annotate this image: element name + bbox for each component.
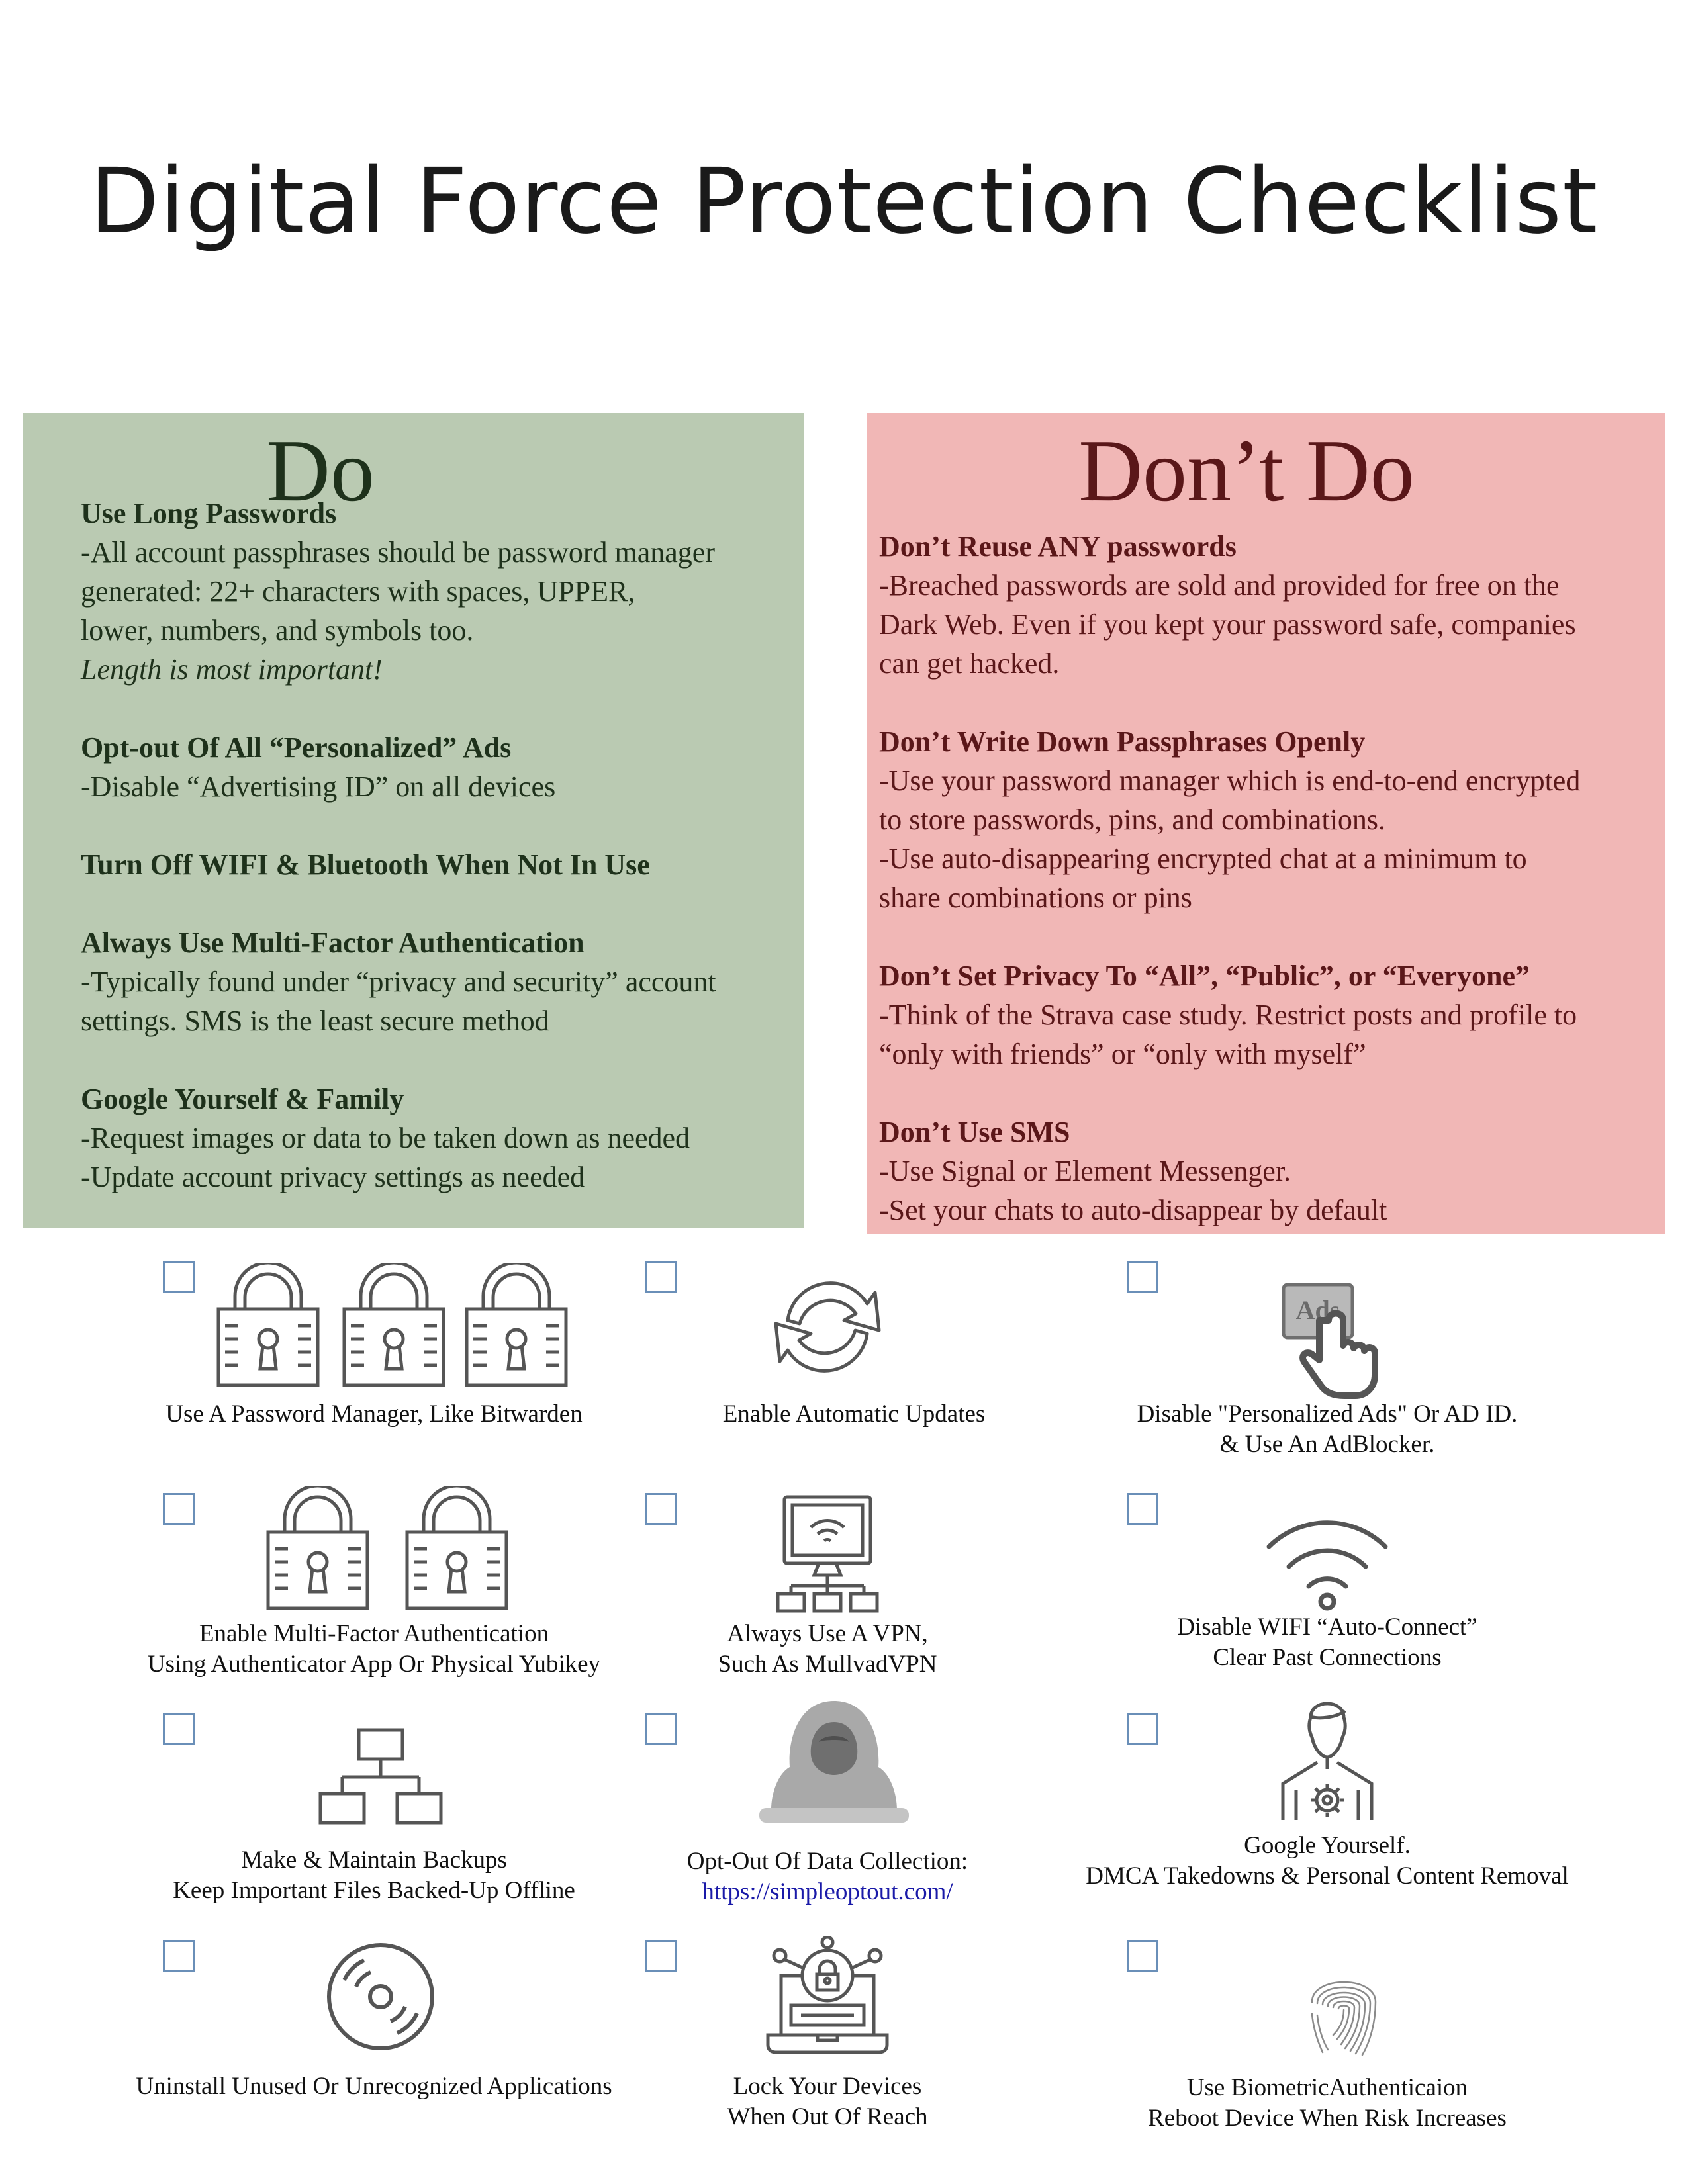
checkbox-mfa[interactable] <box>163 1493 195 1525</box>
do-panel: Do Use Long Passwords -All account passp… <box>23 413 804 1228</box>
dont-section-text: to store passwords, pins, and combinatio… <box>879 803 1386 836</box>
checkbox-password-manager[interactable] <box>163 1261 195 1293</box>
dont-heading: Don’t Do <box>1078 422 1415 520</box>
checkbox-lock-devices[interactable] <box>645 1940 677 1972</box>
page-title: Digital Force Protection Checklist <box>89 150 1599 254</box>
caption-lock-devices: Lock Your Devices When Out Of Reach <box>727 2073 928 2130</box>
dont-list: Don’t Reuse ANY passwords -Breached pass… <box>879 527 1660 1230</box>
dont-section-title: Don’t Set Privacy To “All”, “Public”, or… <box>879 960 1530 992</box>
caption-wifi: Disable WIFI “Auto-Connect” Clear Past C… <box>1177 1614 1477 1671</box>
dont-section-text: -Breached passwords are sold and provide… <box>879 569 1560 602</box>
dont-section-text: Dark Web. Even if you kept your password… <box>879 608 1576 641</box>
dont-section-text: -Use your password manager which is end-… <box>879 764 1581 797</box>
caption-opt-out: Opt-Out Of Data Collection: https://simp… <box>596 1846 1059 1907</box>
locked-laptop-icon <box>766 1936 889 2054</box>
dont-section-title: Don’t Reuse ANY passwords <box>879 530 1237 563</box>
hooded-hacker-icon <box>759 1701 909 1823</box>
disc-icon <box>327 1943 434 2050</box>
do-section-text: lower, numbers, and symbols too. <box>81 614 474 647</box>
do-list: Use Long Passwords -All account passphra… <box>81 494 796 1197</box>
caption-biometric: Use BiometricAuthenticaion Reboot Device… <box>1148 2074 1507 2132</box>
do-section-title: Google Yourself & Family <box>81 1083 404 1115</box>
dont-section-text: -Set your chats to auto-disappear by def… <box>879 1194 1387 1226</box>
refresh-arrows-icon <box>774 1281 881 1373</box>
ads-click-icon: Ads <box>1282 1283 1378 1399</box>
dont-section-text: -Use auto-disappearing encrypted chat at… <box>879 842 1527 875</box>
dont-section-text: -Use Signal or Element Messenger. <box>879 1155 1291 1187</box>
checkbox-opt-out[interactable] <box>645 1713 677 1745</box>
dont-section-text: “only with friends” or “only with myself… <box>879 1038 1366 1070</box>
checkbox-biometric[interactable] <box>1127 1940 1158 1972</box>
backup-tree-icon <box>318 1728 443 1825</box>
do-section-title: Use Long Passwords <box>81 497 337 529</box>
dont-section-title: Don’t Use SMS <box>879 1116 1070 1148</box>
caption-mfa: Enable Multi-Factor Authentication Using… <box>147 1620 601 1678</box>
do-section-title: Opt-out Of All “Personalized” Ads <box>81 731 512 764</box>
do-section-text: -All account passphrases should be passw… <box>81 536 715 569</box>
do-section-text: -Update account privacy settings as need… <box>81 1161 585 1193</box>
padlock-double-icon <box>266 1486 508 1610</box>
checkbox-backups[interactable] <box>163 1713 195 1745</box>
do-section-text: -Typically found under “privacy and secu… <box>81 966 716 998</box>
checkbox-auto-updates[interactable] <box>645 1261 677 1293</box>
caption-google-yourself: Google Yourself. DMCA Takedowns & Person… <box>1086 1832 1569 1889</box>
dont-panel: Don’t Do Don’t Reuse ANY passwords -Brea… <box>867 413 1665 1234</box>
checkbox-disable-ads[interactable] <box>1127 1261 1158 1293</box>
dont-section-text: -Think of the Strava case study. Restric… <box>879 999 1577 1031</box>
caption-backups: Make & Maintain Backups Keep Important F… <box>173 1846 575 1904</box>
padlock-triple-icon <box>216 1263 568 1387</box>
dont-section-title: Don’t Write Down Passphrases Openly <box>879 725 1366 758</box>
dont-section-text: share combinations or pins <box>879 882 1192 914</box>
do-section-title: Always Use Multi-Factor Authentication <box>81 927 585 959</box>
caption-vpn: Always Use A VPN, Such As MullvadVPN <box>718 1620 937 1678</box>
checkbox-google-yourself[interactable] <box>1127 1713 1158 1745</box>
do-heading: Do <box>266 422 375 520</box>
fingerprint-icon <box>1311 1981 1377 2056</box>
caption-uninstall-apps: Uninstall Unused Or Unrecognized Applica… <box>136 2073 612 2100</box>
do-section-text: -Disable “Advertising ID” on all devices <box>81 770 556 803</box>
do-section-text: settings. SMS is the least secure method <box>81 1005 549 1037</box>
caption-disable-ads: Disable "Personalized Ads" Or AD ID. & U… <box>1137 1400 1518 1458</box>
do-section-emphasis: Length is most important! <box>81 653 383 686</box>
vpn-network-icon <box>776 1495 879 1613</box>
checkbox-vpn[interactable] <box>645 1493 677 1525</box>
wifi-icon <box>1266 1520 1388 1611</box>
checkbox-wifi[interactable] <box>1127 1493 1158 1525</box>
do-section-text: generated: 22+ characters with spaces, U… <box>81 575 635 608</box>
user-gear-icon <box>1281 1702 1374 1820</box>
simpleoptout-link[interactable]: https://simpleoptout.com/ <box>702 1878 953 1905</box>
do-section-title: Turn Off WIFI & Bluetooth When Not In Us… <box>81 848 650 881</box>
dont-section-text: can get hacked. <box>879 647 1060 680</box>
checkbox-uninstall-apps[interactable] <box>163 1940 195 1972</box>
do-section-text: -Request images or data to be taken down… <box>81 1122 690 1154</box>
caption-password-manager: Use A Password Manager, Like Bitwarden <box>165 1400 583 1428</box>
caption-auto-updates: Enable Automatic Updates <box>722 1400 986 1428</box>
